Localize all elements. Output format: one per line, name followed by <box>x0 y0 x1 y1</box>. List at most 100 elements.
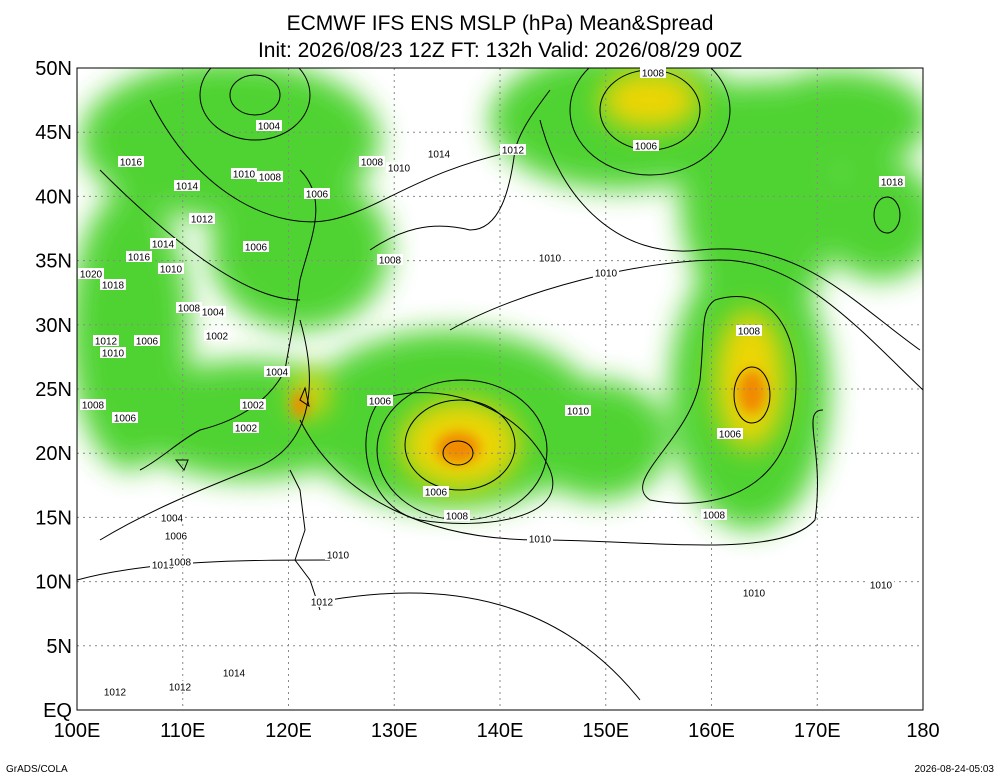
contour-label-bg <box>717 428 743 439</box>
lon-label: 160E <box>688 720 735 742</box>
contour-label: 1020 <box>80 270 103 281</box>
contour-label: 1004 <box>258 122 281 133</box>
contour-label: 1006 <box>114 414 137 425</box>
lon-label: 130E <box>371 720 418 742</box>
contour-label: 1010 <box>529 535 552 546</box>
contour-label: 1008 <box>446 512 469 523</box>
contour-label: 1006 <box>719 430 742 441</box>
contour-label: 1004 <box>161 514 184 525</box>
footer-left: GrADS/COLA <box>6 764 68 775</box>
contour-label-bg <box>736 325 762 336</box>
lon-label: 180 <box>906 720 939 742</box>
contour-label-bg <box>176 302 202 313</box>
contour-label-bg <box>167 556 193 567</box>
contour-label: 1008 <box>738 327 761 338</box>
contour-label: 1004 <box>202 308 225 319</box>
contour-label: 1012 <box>311 598 334 609</box>
contour-label-bg <box>256 120 282 131</box>
contour-label: 1008 <box>703 511 726 522</box>
contour-label-bg <box>633 140 659 151</box>
contour-label-bg <box>112 412 138 423</box>
contour-label-bg <box>444 510 470 521</box>
lat-label: 45N <box>35 122 72 144</box>
lat-label: 5N <box>46 636 72 658</box>
contour-label-bg <box>221 667 247 678</box>
contour-label-bg <box>386 162 412 173</box>
contour-label: 1010 <box>102 349 125 360</box>
contour-label-bg <box>640 67 666 78</box>
contour-label: 1014 <box>223 669 246 680</box>
contour-label: 1010 <box>567 407 590 418</box>
contour-label: 1010 <box>160 265 183 276</box>
contour-label: 1012 <box>169 683 192 694</box>
lat-label: 10N <box>35 572 72 594</box>
lon-label: 170E <box>794 720 841 742</box>
title: ECMWF IFS ENS MSLP (hPa) Mean&Spread <box>287 12 714 35</box>
contour-label: 1010 <box>595 269 618 280</box>
contour-label-bg <box>426 148 452 159</box>
contour-label: 1014 <box>176 182 199 193</box>
contour-label-bg <box>126 251 152 262</box>
contour-label: 1016 <box>120 158 143 169</box>
contour-label-bg <box>243 241 269 252</box>
contour-label-bg <box>204 330 230 341</box>
contour-label-bg <box>233 422 259 433</box>
contour-label-bg <box>527 533 553 544</box>
contour-label: 1002 <box>242 401 265 412</box>
contour-label: 1002 <box>235 424 258 435</box>
contour-label: 1006 <box>245 243 268 254</box>
contour-label: 1002 <box>206 332 229 343</box>
contour-label: 1014 <box>428 150 451 161</box>
contour-label-bg <box>150 238 176 249</box>
subtitle: Init: 2026/08/23 12Z FT: 132h Valid: 202… <box>258 39 742 62</box>
contour-label-bg <box>325 549 351 560</box>
contour-label: 1012 <box>104 688 127 699</box>
contour-label: 1010 <box>870 581 893 592</box>
contour-label-bg <box>868 579 894 590</box>
contour-label-bg <box>565 405 591 416</box>
contour-label-bg <box>167 681 193 692</box>
lat-label: 25N <box>35 379 72 401</box>
contour-label-bg <box>150 559 176 570</box>
contour-label: 1018 <box>881 178 904 189</box>
contour-label-bg <box>367 395 393 406</box>
contour-label-bg <box>163 530 189 541</box>
contour-label: 1008 <box>82 401 105 412</box>
contour-label: 1006 <box>136 337 159 348</box>
contour-label-bg <box>100 347 126 358</box>
contour-label: 1018 <box>102 281 125 292</box>
contour-label-bg <box>78 268 104 279</box>
contour-label: 1012 <box>191 215 214 226</box>
contour-label-bg <box>100 279 126 290</box>
lon-label: 110E <box>160 720 205 742</box>
contour-label: 1006 <box>306 190 329 201</box>
contour-label: 1006 <box>635 142 658 153</box>
contour-label-bg <box>593 267 619 278</box>
contour-label-bg <box>309 596 335 607</box>
lon-label: 150E <box>582 720 629 742</box>
contour-label: 1010 <box>743 589 766 600</box>
contour-label: 1010 <box>152 561 175 572</box>
contour-label-bg <box>423 486 449 497</box>
contour-label-bg <box>240 399 266 410</box>
contour-label-bg <box>158 263 184 274</box>
contour-label-bg <box>264 366 290 377</box>
contour-label-bg <box>537 252 563 263</box>
contour-label-bg <box>159 512 185 523</box>
contour-label-bg <box>359 156 385 167</box>
lon-label: 100E <box>54 720 101 742</box>
contour-label-bg <box>118 156 144 167</box>
contour-label: 1010 <box>233 170 256 181</box>
contour-label-bg <box>377 254 403 265</box>
contour-label-bg <box>102 686 128 697</box>
contour-label-bg <box>701 509 727 520</box>
contour-label: 1014 <box>152 240 175 251</box>
lon-label: 140E <box>477 720 524 742</box>
contour-label: 1008 <box>169 558 192 569</box>
contour-label: 1008 <box>178 304 201 315</box>
footer-right: 2026-08-24-05:03 <box>914 764 994 775</box>
graticule <box>77 68 923 710</box>
plot-frame <box>76 67 924 711</box>
